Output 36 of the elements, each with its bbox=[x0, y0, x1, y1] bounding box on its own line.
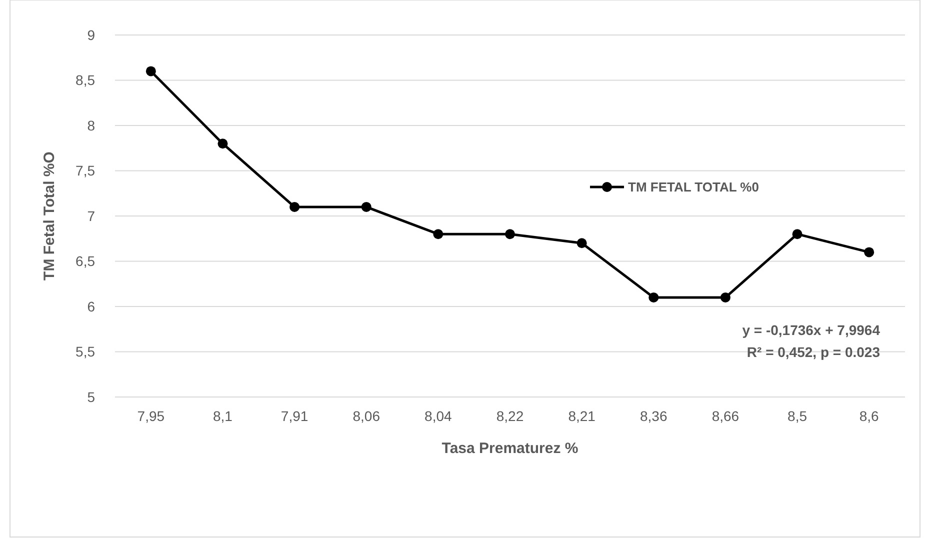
point bbox=[361, 202, 372, 212]
y-tick-label: 7 bbox=[87, 208, 96, 224]
y-tick-label: 6 bbox=[87, 298, 96, 314]
x-tick-label: 8,5 bbox=[788, 408, 808, 424]
point bbox=[864, 247, 874, 258]
y-tick-label: 5,5 bbox=[76, 344, 96, 360]
y-tick-label: 8,5 bbox=[76, 72, 96, 88]
point bbox=[290, 202, 300, 212]
point bbox=[146, 66, 156, 76]
legend-label: TM FETAL TOTAL %0 bbox=[628, 180, 759, 195]
point bbox=[505, 229, 515, 240]
x-tick-label: 8,6 bbox=[859, 408, 880, 424]
y-tick-label: 9 bbox=[87, 26, 96, 43]
annotation: R² = 0,452, p = 0.023 bbox=[746, 344, 880, 360]
x-tick-label: 7,95 bbox=[137, 408, 165, 424]
x-tick-label: 8,66 bbox=[712, 408, 740, 424]
x-tick-label: 8,36 bbox=[640, 408, 668, 424]
x-tick-label: 8,1 bbox=[212, 408, 233, 424]
y-tick-label: 5 bbox=[87, 388, 96, 405]
point bbox=[648, 292, 659, 302]
y-axis-title: TM Fetal Total %O bbox=[41, 151, 58, 280]
x-tick-label: 8,04 bbox=[424, 408, 452, 424]
y-tick-label: 7,5 bbox=[76, 162, 96, 179]
point bbox=[433, 229, 444, 240]
x-axis-title: Tasa Prematurez % bbox=[442, 440, 578, 457]
annotation: y = -0,1736x + 7,9964 bbox=[742, 322, 880, 338]
y-tick-label: 8 bbox=[87, 117, 96, 134]
point bbox=[218, 138, 228, 149]
y-tick-label: 6,5 bbox=[76, 253, 96, 270]
point bbox=[792, 229, 802, 240]
point bbox=[720, 292, 730, 302]
x-tick-label: 8,22 bbox=[496, 408, 524, 424]
x-tick-label: 8,21 bbox=[568, 408, 596, 424]
x-tick-label: 7,91 bbox=[280, 408, 308, 424]
x-tick-label: 8,06 bbox=[352, 408, 380, 424]
point bbox=[576, 238, 587, 248]
